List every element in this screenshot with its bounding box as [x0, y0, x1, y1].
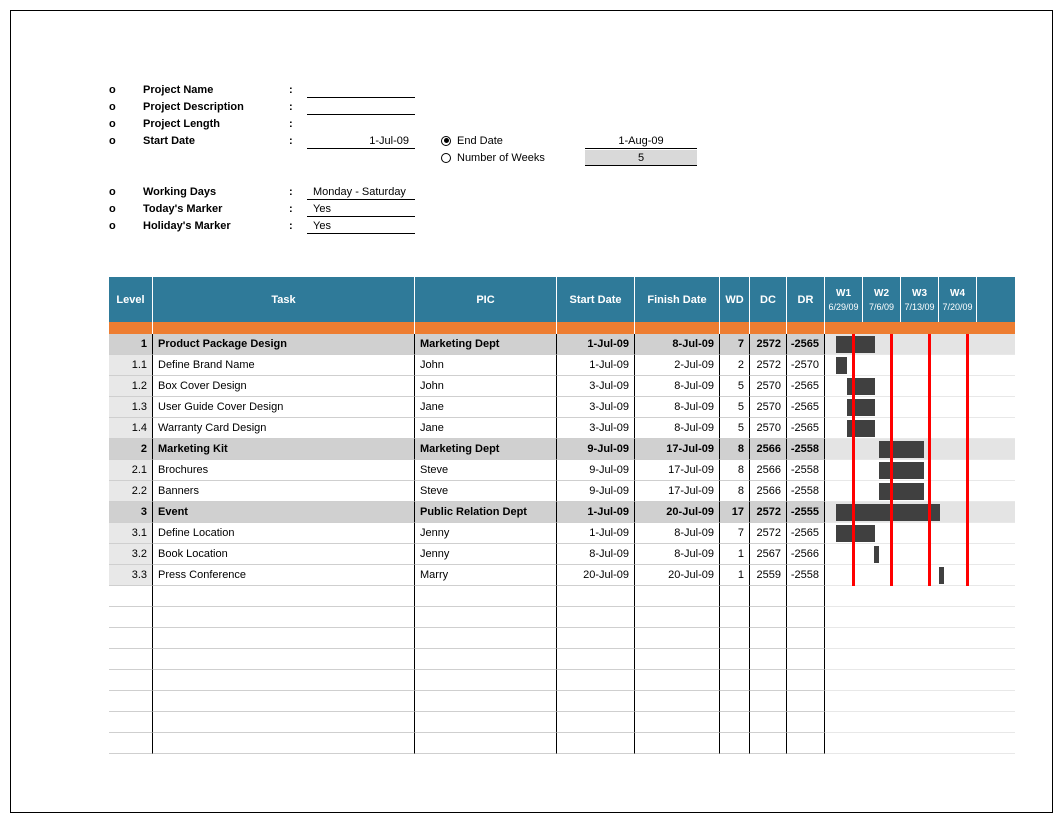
value-end-date[interactable]: 1-Aug-09	[585, 133, 697, 149]
task-row[interactable]: 3.2 Book Location Jenny 8-Jul-09 8-Jul-0…	[109, 544, 1015, 565]
value-today-marker[interactable]: Yes	[307, 201, 415, 217]
value-project-name[interactable]	[307, 82, 415, 98]
col-task[interactable]: Task	[153, 277, 415, 322]
radio-icon	[441, 153, 451, 163]
label-project-desc: Project Description	[143, 101, 289, 113]
value-project-desc[interactable]	[307, 99, 415, 115]
value-weeks[interactable]: 5	[585, 150, 697, 166]
value-start-date[interactable]: 1-Jul-09	[307, 133, 415, 149]
task-row-parent[interactable]: 3 Event Public Relation Dept 1-Jul-09 20…	[109, 502, 1015, 523]
col-level[interactable]: Level	[109, 277, 153, 322]
week-header[interactable]: W47/20/09	[939, 277, 977, 322]
empty-row[interactable]	[109, 712, 1015, 733]
col-finish[interactable]: Finish Date	[635, 277, 720, 322]
week-header[interactable]: W27/6/09	[863, 277, 901, 322]
radio-icon	[441, 136, 451, 146]
table-header: Level Task PIC Start Date Finish Date WD…	[109, 277, 1015, 322]
value-holiday-marker[interactable]: Yes	[307, 218, 415, 234]
empty-row[interactable]	[109, 628, 1015, 649]
empty-row[interactable]	[109, 649, 1015, 670]
empty-row[interactable]	[109, 670, 1015, 691]
col-start[interactable]: Start Date	[557, 277, 635, 322]
gantt-weeks: W16/29/09W27/6/09W37/13/09W47/20/09	[825, 277, 1015, 322]
task-row-parent[interactable]: 2 Marketing Kit Marketing Dept 9-Jul-09 …	[109, 439, 1015, 460]
task-row[interactable]: 3.1 Define Location Jenny 1-Jul-09 8-Jul…	[109, 523, 1015, 544]
radio-end-date[interactable]: End Date	[441, 135, 577, 147]
gantt-table: Level Task PIC Start Date Finish Date WD…	[109, 277, 1015, 754]
empty-row[interactable]	[109, 607, 1015, 628]
label-start-date: Start Date	[143, 135, 289, 147]
task-row[interactable]: 1.3 User Guide Cover Design Jane 3-Jul-0…	[109, 397, 1015, 418]
orange-divider	[109, 322, 1015, 334]
col-wd[interactable]: WD	[720, 277, 750, 322]
task-row[interactable]: 1.1 Define Brand Name John 1-Jul-09 2-Ju…	[109, 355, 1015, 376]
task-row[interactable]: 2.1 Brochures Steve 9-Jul-09 17-Jul-09 8…	[109, 460, 1015, 481]
task-row[interactable]: 1.4 Warranty Card Design Jane 3-Jul-09 8…	[109, 418, 1015, 439]
gantt-spreadsheet: o Project Name : o Project Description :…	[10, 10, 1053, 813]
label-project-name: Project Name	[143, 84, 289, 96]
radio-weeks[interactable]: Number of Weeks	[441, 152, 577, 164]
project-metadata: o Project Name : o Project Description :…	[11, 11, 1052, 234]
col-dc[interactable]: DC	[750, 277, 787, 322]
col-pic[interactable]: PIC	[415, 277, 557, 322]
empty-row[interactable]	[109, 733, 1015, 754]
label-today-marker: Today's Marker	[143, 203, 289, 215]
task-row-parent[interactable]: 1 Product Package Design Marketing Dept …	[109, 334, 1015, 355]
week-header[interactable]: W16/29/09	[825, 277, 863, 322]
bullet: o	[109, 84, 143, 96]
col-dr[interactable]: DR	[787, 277, 825, 322]
task-row[interactable]: 1.2 Box Cover Design John 3-Jul-09 8-Jul…	[109, 376, 1015, 397]
table-body: 1 Product Package Design Marketing Dept …	[109, 334, 1015, 754]
week-header[interactable]: W37/13/09	[901, 277, 939, 322]
empty-row[interactable]	[109, 691, 1015, 712]
task-row[interactable]: 2.2 Banners Steve 9-Jul-09 17-Jul-09 8 2…	[109, 481, 1015, 502]
label-project-length: Project Length	[143, 118, 289, 130]
label-holiday-marker: Holiday's Marker	[143, 220, 289, 232]
task-row[interactable]: 3.3 Press Conference Marry 20-Jul-09 20-…	[109, 565, 1015, 586]
empty-row[interactable]	[109, 586, 1015, 607]
value-working-days[interactable]: Monday - Saturday	[307, 184, 415, 200]
label-working-days: Working Days	[143, 186, 289, 198]
